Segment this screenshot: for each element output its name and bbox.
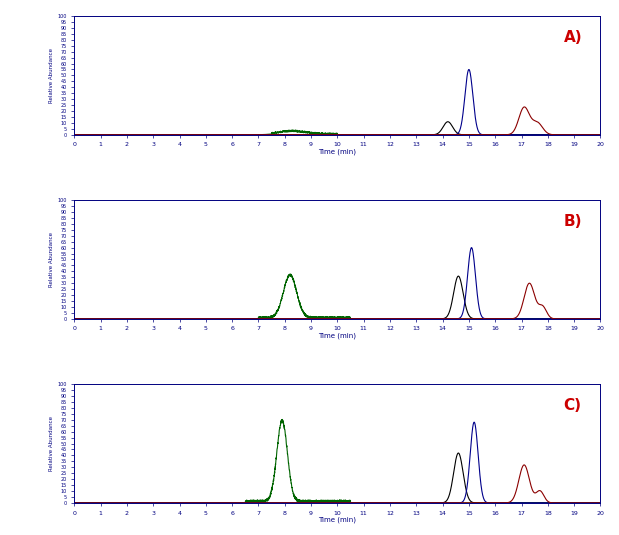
X-axis label: Time (min): Time (min) <box>318 149 357 155</box>
X-axis label: Time (min): Time (min) <box>318 517 357 523</box>
Text: C): C) <box>564 399 582 414</box>
Y-axis label: Relative Abundance: Relative Abundance <box>50 48 54 103</box>
X-axis label: Time (min): Time (min) <box>318 333 357 339</box>
Text: A): A) <box>564 30 582 45</box>
Y-axis label: Relative Abundance: Relative Abundance <box>50 416 54 471</box>
Y-axis label: Relative Abundance: Relative Abundance <box>50 232 54 287</box>
Text: B): B) <box>564 215 582 230</box>
